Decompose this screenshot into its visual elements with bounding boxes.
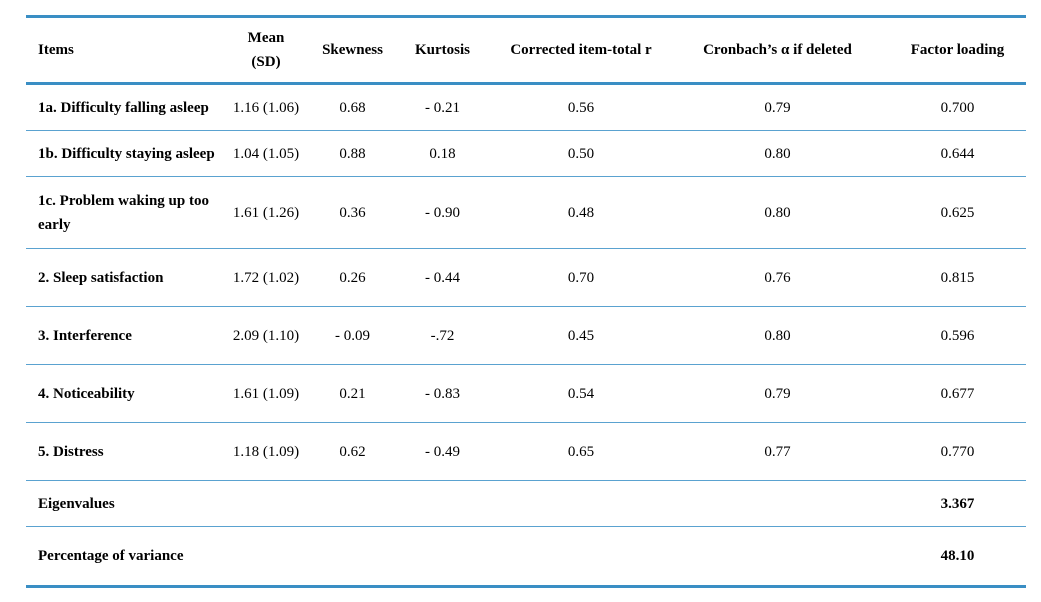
- row-value-5: 0.80: [666, 324, 889, 348]
- row-value-6: 0.770: [889, 440, 1026, 464]
- table-row: 1b. Difficulty staying asleep 1.04 (1.05)…: [26, 131, 1026, 177]
- row-value-3: -.72: [389, 324, 496, 348]
- row-value-1: 1.04 (1.05): [216, 142, 316, 166]
- results-table: Items Mean (SD) Skewness Kurtosis Correc…: [26, 15, 1026, 588]
- row-value-5: 0.80: [666, 201, 889, 225]
- row-value-6: 0.644: [889, 142, 1026, 166]
- row-item-label: 4. Noticeability: [26, 382, 216, 406]
- row-item-label: 1c. Problem waking up too early: [26, 189, 216, 237]
- table-row: 2. Sleep satisfaction 1.72 (1.02) 0.26- 0.…: [26, 249, 1026, 307]
- row-value-4: 0.48: [496, 201, 666, 225]
- row-value-6: 0.596: [889, 324, 1026, 348]
- table-row: 1c. Problem waking up too early 1.61 (1.2…: [26, 177, 1026, 249]
- header-row: Items Mean (SD) Skewness Kurtosis Correc…: [26, 18, 1026, 82]
- summary-value: 48.10: [889, 544, 1026, 568]
- row-value-2: 0.88: [316, 142, 389, 166]
- row-item-label: 5. Distress: [26, 440, 216, 464]
- header-mean-line2: (SD): [251, 54, 280, 70]
- row-value-4: 0.45: [496, 324, 666, 348]
- header-mean: Mean (SD): [216, 26, 316, 74]
- header-mean-line1: Mean: [248, 30, 285, 46]
- row-value-3: 0.18: [389, 142, 496, 166]
- row-value-2: - 0.09: [316, 324, 389, 348]
- row-value-5: 0.79: [666, 382, 889, 406]
- row-item-label: 2. Sleep satisfaction: [26, 266, 216, 290]
- table-row: 1a. Difficulty falling asleep 1.16 (1.06)…: [26, 85, 1026, 131]
- summary-row: Eigenvalues 3.367: [26, 481, 1026, 527]
- header-items: Items: [26, 38, 216, 62]
- header-kurtosis: Kurtosis: [389, 38, 496, 62]
- bottom-rule: [26, 585, 1026, 588]
- row-value-2: 0.68: [316, 96, 389, 120]
- row-value-2: 0.21: [316, 382, 389, 406]
- row-item-label: 1b. Difficulty staying asleep: [26, 142, 216, 166]
- header-alpha: Cronbach’s α if deleted: [666, 38, 889, 62]
- row-value-1: 1.61 (1.26): [216, 201, 316, 225]
- row-value-2: 0.36: [316, 201, 389, 225]
- summary-label: Eigenvalues: [26, 492, 216, 516]
- row-value-4: 0.70: [496, 266, 666, 290]
- row-value-6: 0.700: [889, 96, 1026, 120]
- table-row: 4. Noticeability 1.61 (1.09) 0.21- 0.83 0.5…: [26, 365, 1026, 423]
- row-value-3: - 0.83: [389, 382, 496, 406]
- header-skewness: Skewness: [316, 38, 389, 62]
- row-value-5: 0.79: [666, 96, 889, 120]
- row-value-4: 0.65: [496, 440, 666, 464]
- row-value-5: 0.77: [666, 440, 889, 464]
- summary-row: Percentage of variance 48.10: [26, 527, 1026, 585]
- row-value-1: 1.18 (1.09): [216, 440, 316, 464]
- row-value-3: - 0.21: [389, 96, 496, 120]
- row-value-6: 0.625: [889, 201, 1026, 225]
- header-item-total: Corrected item-total r: [496, 38, 666, 62]
- row-value-3: - 0.49: [389, 440, 496, 464]
- row-item-label: 3. Interference: [26, 324, 216, 348]
- header-factor-loading: Factor loading: [889, 38, 1026, 62]
- row-value-2: 0.62: [316, 440, 389, 464]
- row-value-5: 0.80: [666, 142, 889, 166]
- row-value-3: - 0.90: [389, 201, 496, 225]
- row-value-2: 0.26: [316, 266, 389, 290]
- summary-value: 3.367: [889, 492, 1026, 516]
- row-value-3: - 0.44: [389, 266, 496, 290]
- row-value-4: 0.56: [496, 96, 666, 120]
- row-item-label: 1a. Difficulty falling asleep: [26, 96, 216, 120]
- summary-label: Percentage of variance: [26, 544, 216, 568]
- table-row: 5. Distress 1.18 (1.09) 0.62- 0.49 0.65 0.77…: [26, 423, 1026, 481]
- row-value-1: 1.61 (1.09): [216, 382, 316, 406]
- row-value-1: 1.16 (1.06): [216, 96, 316, 120]
- table-row: 3. Interference 2.09 (1.10) - 0.09 -.72 0.45…: [26, 307, 1026, 365]
- row-value-1: 2.09 (1.10): [216, 324, 316, 348]
- table-body: 1a. Difficulty falling asleep 1.16 (1.06)…: [26, 85, 1026, 585]
- row-value-1: 1.72 (1.02): [216, 266, 316, 290]
- row-value-5: 0.76: [666, 266, 889, 290]
- row-value-4: 0.50: [496, 142, 666, 166]
- row-value-4: 0.54: [496, 382, 666, 406]
- row-value-6: 0.815: [889, 266, 1026, 290]
- row-value-6: 0.677: [889, 382, 1026, 406]
